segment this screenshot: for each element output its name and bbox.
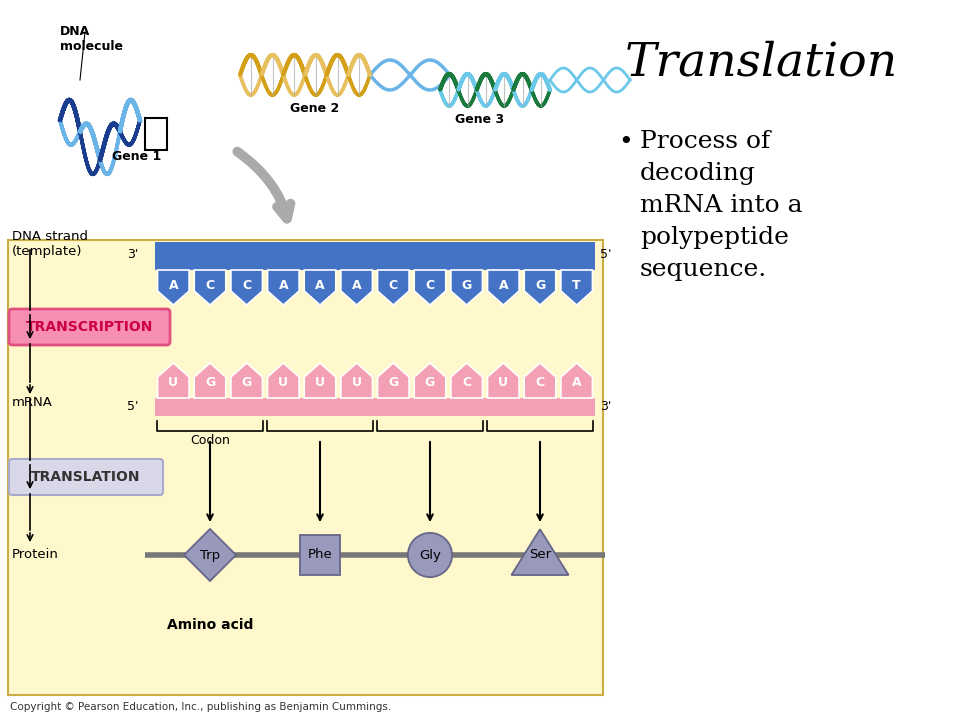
Text: A: A (315, 279, 324, 292)
Polygon shape (451, 270, 483, 305)
Text: G: G (462, 279, 471, 292)
Text: DNA
molecule: DNA molecule (60, 25, 123, 53)
Text: 3': 3' (127, 248, 138, 261)
Text: 3': 3' (600, 400, 612, 413)
Polygon shape (512, 529, 568, 575)
Polygon shape (561, 270, 592, 305)
Text: Copyright © Pearson Education, Inc., publishing as Benjamin Cummings.: Copyright © Pearson Education, Inc., pub… (10, 702, 392, 712)
Text: G: G (204, 376, 215, 389)
Text: Ser: Ser (529, 549, 551, 562)
Text: C: C (536, 376, 544, 389)
Polygon shape (488, 270, 519, 305)
Bar (155, 242, 595, 270)
Text: DNA strand
(template): DNA strand (template) (12, 230, 88, 258)
FancyBboxPatch shape (9, 459, 163, 495)
Polygon shape (231, 270, 262, 305)
Polygon shape (414, 363, 445, 398)
Polygon shape (268, 363, 300, 398)
Polygon shape (304, 270, 336, 305)
Text: TRANSLATION: TRANSLATION (32, 470, 141, 484)
Text: Gly: Gly (420, 549, 441, 562)
Text: U: U (351, 376, 362, 389)
Polygon shape (414, 270, 445, 305)
Text: G: G (425, 376, 435, 389)
Bar (145, 118, 167, 150)
Polygon shape (561, 363, 592, 398)
Text: •: • (618, 130, 633, 154)
Polygon shape (377, 363, 409, 398)
Text: U: U (498, 376, 509, 389)
Polygon shape (524, 270, 556, 305)
Circle shape (408, 533, 452, 577)
Bar (300, 535, 340, 575)
Text: Protein: Protein (12, 549, 59, 562)
Text: C: C (425, 279, 435, 292)
Text: Process of
decoding
mRNA into a
polypeptide
sequence.: Process of decoding mRNA into a polypept… (640, 130, 803, 281)
Text: Amino acid: Amino acid (167, 618, 253, 632)
Text: C: C (242, 279, 252, 292)
Text: U: U (168, 376, 179, 389)
Polygon shape (157, 363, 189, 398)
Text: mRNA: mRNA (12, 395, 53, 408)
Polygon shape (304, 363, 336, 398)
Polygon shape (451, 363, 483, 398)
Text: U: U (315, 376, 325, 389)
Text: G: G (388, 376, 398, 389)
Text: T: T (572, 279, 581, 292)
Text: U: U (278, 376, 288, 389)
Polygon shape (341, 363, 372, 398)
Text: Translation: Translation (625, 40, 899, 85)
Polygon shape (194, 270, 226, 305)
Text: C: C (205, 279, 215, 292)
Text: Gene 1: Gene 1 (112, 150, 161, 163)
Text: G: G (242, 376, 252, 389)
Text: Trp: Trp (200, 549, 220, 562)
Text: Gene 3: Gene 3 (455, 113, 504, 126)
Polygon shape (488, 363, 519, 398)
Text: TRANSCRIPTION: TRANSCRIPTION (26, 320, 154, 334)
Text: Phe: Phe (307, 549, 332, 562)
Polygon shape (341, 270, 372, 305)
Polygon shape (194, 363, 226, 398)
Polygon shape (184, 529, 236, 581)
Text: G: G (535, 279, 545, 292)
Polygon shape (377, 270, 409, 305)
Text: A: A (278, 279, 288, 292)
Polygon shape (231, 363, 262, 398)
Text: C: C (462, 376, 471, 389)
FancyBboxPatch shape (8, 240, 603, 695)
Text: A: A (498, 279, 508, 292)
Polygon shape (268, 270, 300, 305)
Text: C: C (389, 279, 397, 292)
Text: A: A (572, 376, 582, 389)
Polygon shape (157, 270, 189, 305)
Bar (155, 398, 595, 416)
Text: A: A (352, 279, 362, 292)
Text: A: A (169, 279, 179, 292)
Text: Codon: Codon (190, 434, 230, 447)
Polygon shape (524, 363, 556, 398)
Text: 5': 5' (127, 400, 138, 413)
Text: Gene 2: Gene 2 (290, 102, 339, 115)
FancyBboxPatch shape (9, 309, 170, 345)
Text: 5': 5' (600, 248, 612, 261)
